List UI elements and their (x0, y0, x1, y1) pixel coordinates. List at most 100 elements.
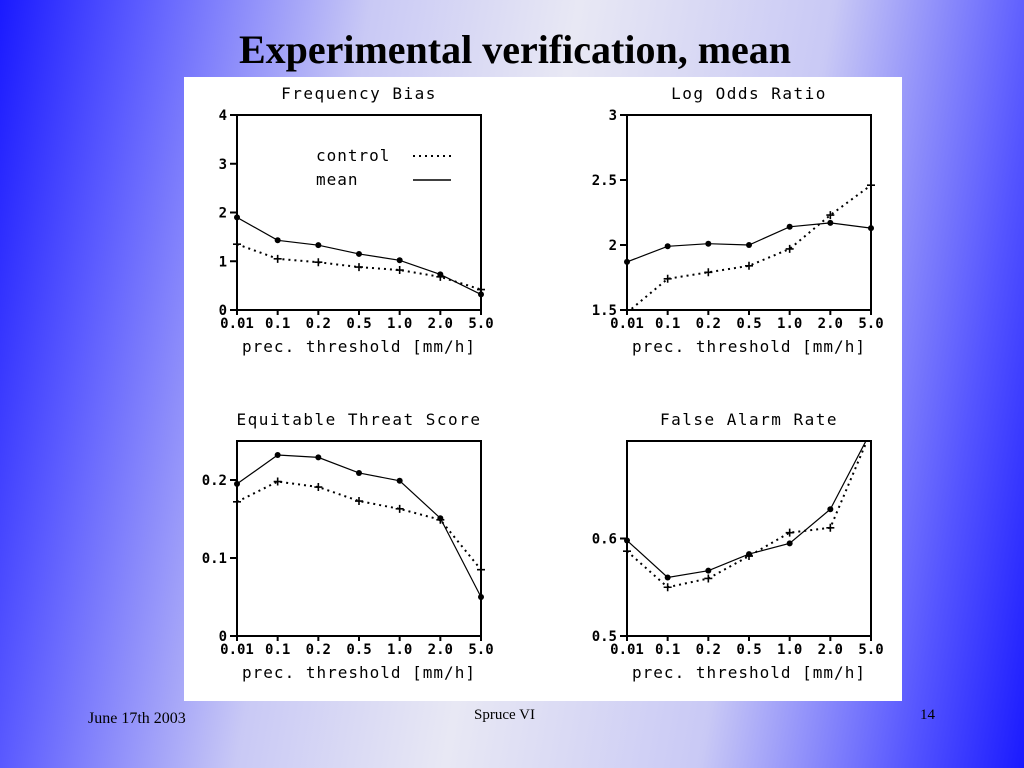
chart1-legend-label: mean (316, 170, 359, 189)
chart4-frame (626, 440, 872, 637)
chart4-xtick-label: 0.5 (736, 642, 761, 658)
chart2-xtick-label: 0.2 (696, 316, 721, 332)
chart3-mean-point (396, 477, 403, 484)
chart4-xtick-label: 1.0 (777, 642, 802, 658)
chart3-xlabel: prec. threshold [mm/h] (242, 663, 476, 682)
charts-svg: Frequency Bias 0 1 2 3 4 0.01 0.1 0.2 0.5 1.0 2.0 5.… (202, 84, 884, 682)
chart3-xtick-label: 0.1 (265, 642, 290, 658)
slide-title: Experimental verification, mean (238, 27, 792, 72)
chart4-xtick-label: 2.0 (818, 642, 843, 658)
chart1-xtick-label: 0.5 (346, 316, 371, 332)
chart2-title: Log Odds Ratio (671, 84, 827, 103)
chart2-control-point (663, 274, 672, 283)
chart2-mean-point (664, 243, 671, 250)
chart3-mean-point (478, 594, 484, 600)
chart1-legend-label: control (316, 146, 390, 165)
footer-date: June 17th 2003 (88, 710, 186, 727)
chart1-mean-point (396, 257, 403, 264)
chart2-xtick-label: 5.0 (858, 316, 883, 332)
chart2-mean-point (746, 242, 752, 248)
chart2-ytick-label: 1.5 (592, 303, 617, 319)
chart4-mean-point (705, 567, 712, 574)
chart2-xtick-label: 0.1 (655, 316, 680, 332)
chart4-control-point (826, 523, 835, 532)
chart1-control-point (314, 258, 323, 267)
chart1-ytick-label: 0 (219, 303, 227, 319)
chart1-mean-point (437, 271, 444, 278)
chart3-mean-point (234, 480, 240, 487)
chart4-xtick-label: 5.0 (858, 642, 883, 658)
chart4-control-line (627, 441, 868, 589)
chart1-mean-point (315, 242, 322, 249)
chart4-ytick-label: 0.5 (592, 629, 617, 645)
chart1-mean-point (478, 291, 484, 298)
chart3-mean-point (315, 454, 322, 461)
chart1-title: Frequency Bias (281, 84, 437, 103)
chart3-mean-point (356, 469, 362, 476)
chart2-frame (626, 114, 872, 311)
chart4-control-point (785, 528, 794, 537)
chart4-mean-point (664, 574, 671, 581)
chart4-xtick-label: 0.01 (610, 642, 644, 658)
chart1-xtick-label: 0.1 (265, 316, 290, 332)
chart1-ytick-label: 1 (219, 254, 227, 270)
chart4-xtick-label: 0.1 (655, 642, 680, 658)
chart3-ytick-label: 0 (219, 629, 227, 645)
chart1-xtick-label: 5.0 (468, 316, 493, 332)
chart1-control-point (395, 266, 404, 275)
chart4-mean-point (746, 551, 752, 558)
chart3-xtick-label: 2.0 (428, 642, 453, 658)
chart2-xtick-label: 0.01 (610, 316, 644, 332)
chart1-control-point (273, 254, 282, 263)
chart1-mean-point (274, 237, 281, 244)
chart2-ytick-label: 2 (609, 238, 617, 254)
chart1-xtick-label: 0.2 (306, 316, 331, 332)
chart2-mean-point (868, 225, 874, 232)
chart3-control-point (477, 565, 485, 574)
chart3-xtick-label: 5.0 (468, 642, 493, 658)
chart3-control-point (395, 504, 404, 513)
chart3-control-point (233, 497, 241, 506)
chart2-ytick-label: 3 (609, 108, 617, 124)
chart3-control-point (314, 483, 323, 492)
chart3-xtick-label: 0.2 (306, 642, 331, 658)
chart2-xtick-label: 2.0 (818, 316, 843, 332)
chart2-ytick-label: 2.5 (592, 173, 617, 189)
chart2-control-point (745, 261, 753, 270)
chart3-xtick-label: 1.0 (387, 642, 412, 658)
chart2-control-point (785, 244, 794, 253)
chart1-xtick-label: 2.0 (428, 316, 453, 332)
chart1-control-point (355, 263, 363, 272)
chart2-mean-point (624, 258, 630, 265)
chart1-ytick-label: 3 (219, 157, 227, 173)
footer-conference: Spruce VI (474, 707, 535, 723)
chart1-frame (236, 114, 482, 311)
chart4-control-point (663, 583, 672, 592)
footer-page-number: 14 (920, 707, 935, 723)
figure-panel: Frequency Bias 0 1 2 3 4 0.01 0.1 0.2 0.5 1.0 2.0 5.… (184, 77, 902, 701)
chart1-ytick-label: 2 (219, 206, 227, 222)
chart2-control-point (867, 181, 875, 190)
chart4-control-point (704, 574, 713, 583)
chart1-control-point (233, 240, 241, 249)
chart1-mean-point (234, 214, 240, 221)
chart3-control-point (273, 477, 282, 486)
chart2-mean-point (786, 223, 793, 230)
chart3-xtick-label: 0.5 (346, 642, 371, 658)
chart3-mean-point (274, 452, 281, 459)
chart3-ytick-label: 0.1 (202, 551, 227, 567)
chart3-xtick-label: 0.01 (220, 642, 254, 658)
chart2-control-point (826, 211, 835, 220)
chart3-mean-point (437, 515, 444, 522)
chart2-mean-point (705, 240, 712, 247)
chart4-control-point (623, 547, 631, 556)
chart4-ytick-label: 0.6 (592, 532, 617, 548)
chart3-ytick-label: 0.2 (202, 473, 227, 489)
chart4-title: False Alarm Rate (660, 410, 838, 429)
chart4-xlabel: prec. threshold [mm/h] (632, 663, 866, 682)
chart4-mean-point (827, 506, 834, 513)
chart3-control-point (355, 497, 363, 506)
chart2-xtick-label: 1.0 (777, 316, 802, 332)
chart3-mean-line (237, 454, 481, 598)
chart4-xtick-label: 0.2 (696, 642, 721, 658)
